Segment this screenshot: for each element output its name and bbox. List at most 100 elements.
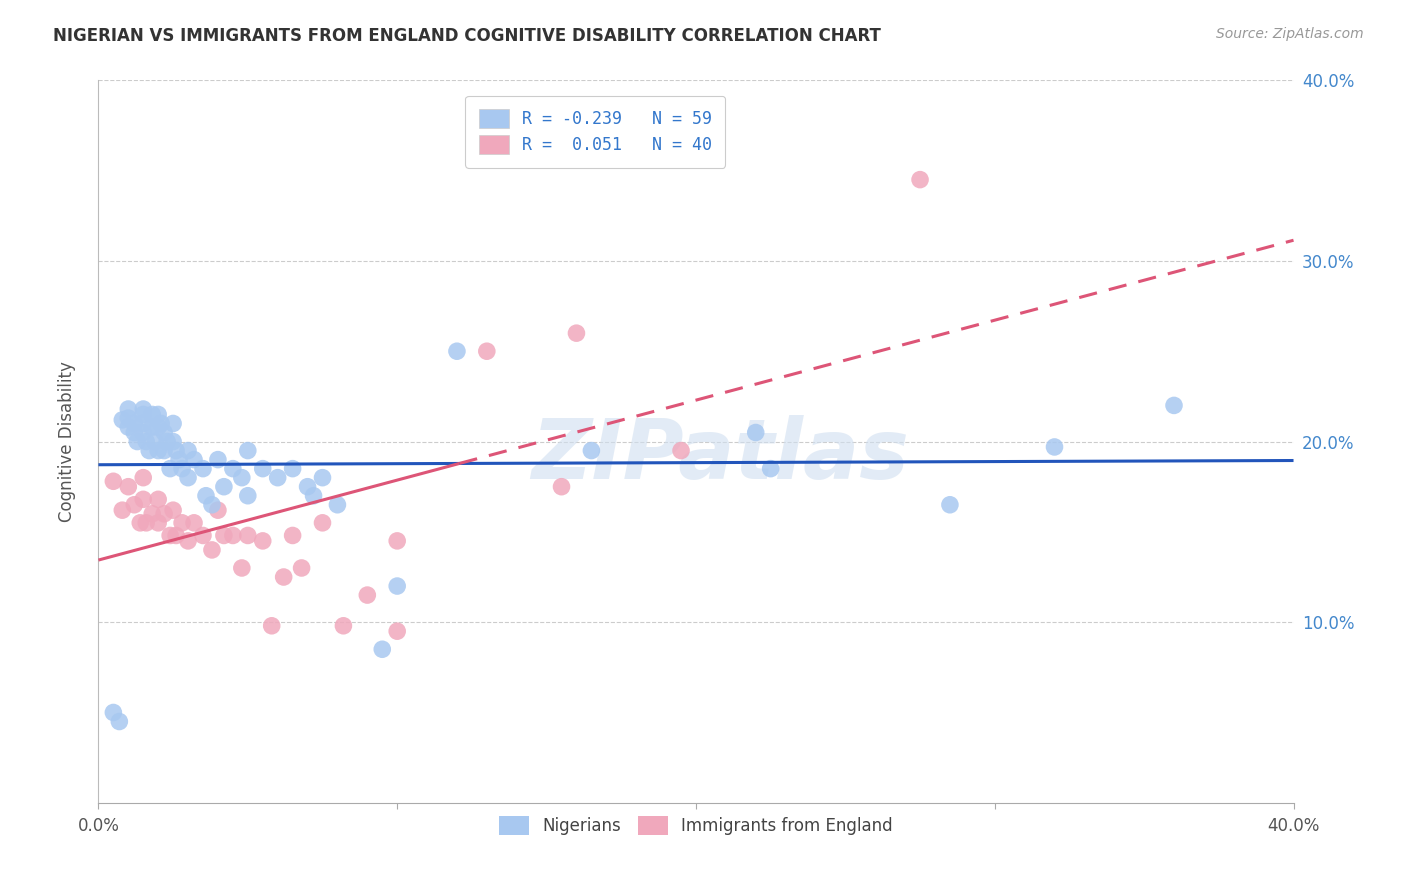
- Point: [124, 498, 146, 512]
- Point: [446, 344, 468, 359]
- Point: [129, 516, 152, 530]
- Point: [141, 408, 163, 422]
- Point: [332, 619, 354, 633]
- Point: [141, 420, 163, 434]
- Point: [236, 528, 259, 542]
- Point: [550, 480, 572, 494]
- Point: [167, 452, 190, 467]
- Point: [132, 492, 155, 507]
- Point: [236, 443, 259, 458]
- Point: [260, 619, 283, 633]
- Point: [159, 461, 181, 475]
- Point: [132, 471, 155, 485]
- Point: [172, 461, 194, 475]
- Legend: Nigerians, Immigrants from England: Nigerians, Immigrants from England: [492, 809, 900, 841]
- Point: [252, 533, 274, 548]
- Point: [231, 561, 253, 575]
- Point: [565, 326, 588, 340]
- Point: [201, 498, 224, 512]
- Point: [326, 498, 349, 512]
- Point: [177, 443, 200, 458]
- Text: ZIPatlas: ZIPatlas: [531, 416, 908, 497]
- Point: [153, 443, 176, 458]
- Point: [108, 714, 131, 729]
- Point: [267, 471, 290, 485]
- Point: [132, 408, 155, 422]
- Point: [222, 461, 245, 475]
- Point: [183, 452, 205, 467]
- Point: [385, 533, 409, 548]
- Point: [1043, 440, 1066, 454]
- Point: [371, 642, 394, 657]
- Point: [281, 528, 304, 542]
- Point: [273, 570, 295, 584]
- Point: [135, 434, 157, 449]
- Point: [183, 516, 205, 530]
- Point: [207, 503, 229, 517]
- Point: [117, 411, 139, 425]
- Point: [148, 492, 170, 507]
- Point: [236, 489, 259, 503]
- Text: Source: ZipAtlas.com: Source: ZipAtlas.com: [1216, 27, 1364, 41]
- Point: [138, 443, 160, 458]
- Point: [127, 434, 149, 449]
- Point: [311, 471, 333, 485]
- Point: [132, 402, 155, 417]
- Point: [475, 344, 498, 359]
- Point: [132, 425, 155, 440]
- Point: [162, 434, 184, 449]
- Point: [117, 402, 139, 417]
- Point: [201, 542, 224, 557]
- Point: [177, 533, 200, 548]
- Point: [148, 516, 170, 530]
- Point: [162, 503, 184, 517]
- Point: [745, 425, 768, 440]
- Point: [297, 480, 319, 494]
- Point: [165, 443, 187, 458]
- Point: [124, 417, 146, 431]
- Point: [153, 425, 176, 440]
- Text: NIGERIAN VS IMMIGRANTS FROM ENGLAND COGNITIVE DISABILITY CORRELATION CHART: NIGERIAN VS IMMIGRANTS FROM ENGLAND COGN…: [53, 27, 882, 45]
- Point: [103, 706, 125, 720]
- Point: [252, 461, 274, 475]
- Point: [135, 516, 157, 530]
- Point: [117, 480, 139, 494]
- Point: [231, 471, 253, 485]
- Point: [191, 461, 214, 475]
- Point: [222, 528, 245, 542]
- Point: [291, 561, 314, 575]
- Point: [148, 420, 170, 434]
- Point: [141, 507, 163, 521]
- Point: [103, 475, 125, 489]
- Point: [311, 516, 333, 530]
- Point: [156, 434, 179, 449]
- Point: [191, 528, 214, 542]
- Point: [143, 434, 166, 449]
- Point: [111, 503, 134, 517]
- Point: [356, 588, 378, 602]
- Point: [1163, 398, 1185, 412]
- Point: [195, 489, 218, 503]
- Point: [153, 507, 176, 521]
- Point: [159, 528, 181, 542]
- Point: [385, 624, 409, 639]
- Point: [165, 528, 187, 542]
- Point: [581, 443, 603, 458]
- Y-axis label: Cognitive Disability: Cognitive Disability: [58, 361, 76, 522]
- Point: [669, 443, 692, 458]
- Point: [212, 480, 235, 494]
- Point: [212, 528, 235, 542]
- Point: [908, 172, 931, 186]
- Point: [124, 425, 146, 440]
- Point: [162, 417, 184, 431]
- Point: [111, 413, 134, 427]
- Point: [172, 516, 194, 530]
- Point: [207, 452, 229, 467]
- Point: [281, 461, 304, 475]
- Point: [148, 443, 170, 458]
- Point: [385, 579, 409, 593]
- Point: [939, 498, 962, 512]
- Point: [302, 489, 325, 503]
- Point: [150, 417, 173, 431]
- Point: [132, 417, 155, 431]
